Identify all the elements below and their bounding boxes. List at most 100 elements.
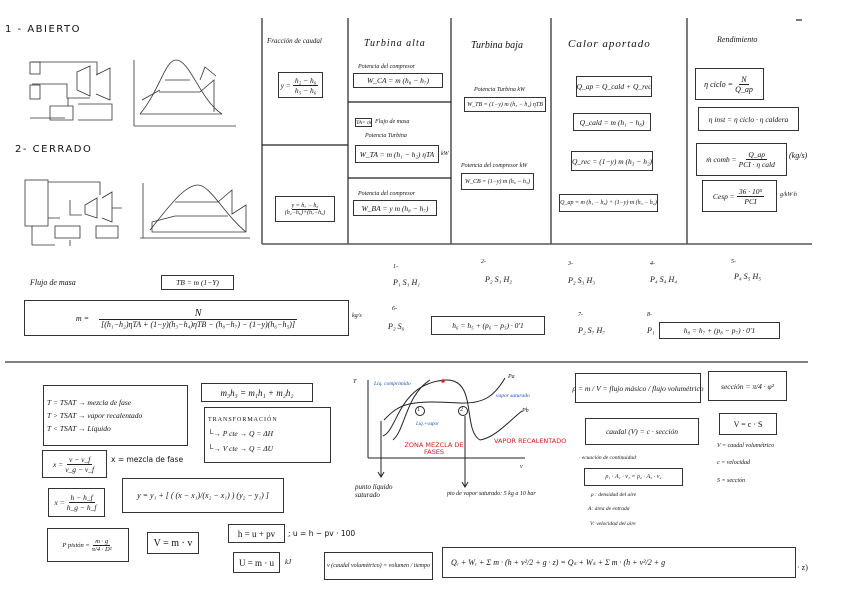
state-7-vals: P₂ S₇ H₇: [578, 326, 606, 335]
caudal-formula: caudal (V) = c · sección: [585, 418, 699, 445]
V-def: V = caudal volumétrico: [717, 443, 775, 449]
rho-def: ρ : densidad del aire: [591, 492, 637, 498]
pot-comp2-label: Potencia del compresor: [358, 191, 416, 197]
tb-formula: TB = m (1−Y): [161, 275, 234, 290]
den: h_g − h_f: [66, 503, 97, 512]
flujo-masa-label: Flujo de masa: [30, 278, 76, 287]
state-2-num: 2-: [481, 259, 486, 265]
state-4-num: 4-: [650, 261, 655, 267]
num: N: [739, 74, 749, 85]
state-1-num: 1-: [393, 264, 398, 270]
pot-comp-baja-label: Potencia del compresor kW: [461, 163, 528, 169]
tsat-box: T = TSAT → mezcla de fase T > TSAT → vap…: [43, 385, 188, 446]
energy-balance-formula: Qₑ + Wₑ + Σ m · (h + v²/2 + g · z) = Qₛ …: [442, 547, 796, 578]
x-enth-formula: x = h − h_f h_g − h_f: [48, 488, 105, 517]
num: Q_ap: [746, 150, 768, 160]
tv-axis-v: v: [520, 464, 523, 470]
qap-full-formula: Q_ap = m (h₁ − h₈) + (1−y) m (h₃ − h₂): [559, 194, 658, 212]
liq-comprimido-label: Líq. comprimido: [374, 381, 411, 387]
turbina-baja-header: Turbina baja: [471, 40, 523, 51]
qrec-formula: Q_rec = (1−y) m (h₃ − h₂): [571, 151, 653, 171]
seccion-formula: sección = π/4 · φ²: [708, 371, 787, 401]
tsat-lt: T < TSAT → Líquido: [47, 424, 111, 433]
m-comb-formula: ṁ comb = Q_ap PCI · η cald: [696, 143, 787, 176]
state-4-vals: P₄ S₄ H₄: [650, 275, 678, 284]
lhs: Cesp =: [712, 191, 735, 201]
interpolation-formula: y = y₁ + [ ( (x − x₁)/(x₂ − x₁) ) (y₂ − …: [122, 478, 284, 513]
caudal-vol-formula: v (caudal volumétrico) = volumen / tiemp…: [324, 552, 433, 580]
tv-diagram: [367, 377, 525, 488]
num: 36 · 10⁵: [736, 186, 765, 197]
den: h₅ − h₆: [294, 85, 317, 95]
flujo-tag: TA= ṁ: [355, 118, 372, 127]
lhs: P pistón =: [62, 541, 90, 549]
wca-formula: W_CA = m (h₈ − h₇): [353, 73, 443, 88]
cerrado-heading: 2- CERRADO: [15, 144, 93, 155]
state-8-num: 8-: [647, 312, 652, 318]
qcald-formula: Q_cald = m (h₁ − h₈): [573, 113, 651, 131]
comb-unit: (kg/s): [789, 151, 808, 160]
tsat-eq: T = TSAT → mezcla de fase: [47, 398, 132, 407]
S-def: S = sección: [717, 478, 746, 484]
pa-label: Pa: [508, 374, 515, 380]
lhs: η ciclo =: [704, 79, 734, 89]
A-def: A: área de entrada: [588, 506, 630, 512]
pot-turb-baja-label: Potencia Turbina kW: [474, 87, 525, 93]
pot-turb-label: Potencia Turbina: [365, 133, 407, 139]
x-label: x = mezcla de fase: [111, 455, 184, 464]
abierto-heading: 1 - ABIERTO: [5, 24, 81, 35]
state-6-vals: P₂ S₆: [388, 322, 405, 331]
lhs: m =: [75, 313, 90, 323]
v-def: V: velocidad del aire: [590, 521, 636, 527]
V-cS-formula: V = c · S: [719, 413, 777, 435]
zona-mezcla-label: ZONA MEZCLA DE FASES: [404, 441, 464, 457]
wta-formula: W_TA = m (h₁ − h₂) ηTA: [355, 145, 439, 163]
cesp-unit: g/kW·h: [780, 192, 797, 198]
den: π/4 · D²: [91, 545, 112, 553]
cesp-formula: Cesp = 36 · 10⁵ PCI: [702, 180, 777, 212]
den: PCI: [744, 196, 757, 206]
state-8-vals: P₁: [647, 326, 655, 335]
transf-title: TRANSFORMACIÓN: [208, 417, 278, 423]
wba-formula: W_BA = y m (h₈ − h₇): [353, 200, 437, 216]
turbina-alta-header: Turbina alta: [364, 38, 426, 49]
vapor-recalentado-label: VAPOR RECALENTADO: [494, 437, 567, 445]
qap-formula: Q_ap = Q_cald + Q_rec: [576, 76, 652, 97]
rendimiento-header: Rendimiento: [717, 35, 758, 44]
kw-unit: kW: [441, 151, 449, 157]
state-5-vals: P₄ S₅ H₅: [734, 272, 762, 281]
vapor-saturado-label: vapor saturado: [496, 393, 530, 399]
continuidad-formula: ρ₁ · A₁ · v₁ = ρ₂ · A₂ · v₂: [584, 468, 683, 486]
lhs: y =: [280, 80, 291, 90]
punto-liquido-label: punto líquido saturado: [355, 483, 393, 499]
num: h − h_f: [68, 493, 95, 503]
lhs: x =: [54, 498, 65, 507]
lhs: ṁ comb =: [706, 155, 737, 164]
num: v − v_f: [66, 454, 93, 465]
liq-vapor-label: Líq.+vapor: [416, 422, 439, 427]
num: y = h₇ − h₆: [291, 202, 319, 210]
critical-point: [441, 379, 445, 383]
h8-formula: h₈ = h₇ + (p₈ − p₇) · 0'1: [659, 322, 780, 339]
den: [(h₁−h₂)ηTA + (1−y)(h₃−h₄)ηTB − (h₈−h₇) …: [101, 319, 296, 329]
mix-formula: m₃h₃ = m₁h₁ + m₂h₂: [201, 383, 313, 402]
continuidad-label: · ecuación de continuidad: [579, 455, 636, 461]
den: Q_ap: [735, 84, 753, 94]
kj-unit: kJ: [285, 558, 292, 566]
state-2-vals: P₂ S₁ H₂: [485, 275, 513, 284]
state-6-num: 6-: [392, 306, 397, 312]
wcb-formula: W_CB = (1−y) m (h₆ − h₅): [461, 173, 534, 190]
eta-ciclo-formula: η ciclo = N Q_ap: [695, 68, 764, 100]
state-3-num: 3-: [568, 261, 573, 267]
x-vol-formula: x = v − v_f v_g − v_f: [42, 450, 107, 478]
state-5-num: 5-: [731, 259, 736, 265]
fraccion-formula-2: y = h₇ − h₆ (h₂−h₆)+(h₇−h₆): [275, 196, 335, 222]
pb-label: Pb: [522, 408, 529, 414]
transf-p: └→ P cte → Q = ΔH: [208, 429, 274, 438]
state-1-vals: P₁ S₁ H₁: [393, 278, 421, 287]
piston-formula: P pistón = m · g π/4 · D²: [47, 528, 129, 562]
circle-2-label: 2: [460, 407, 463, 413]
wtb-formula: W_TB = (1−y) m (h₃ − h₄) ηTB: [464, 97, 546, 112]
U-formula: U = m · u: [233, 552, 280, 573]
energy-tail: · z): [797, 563, 808, 572]
